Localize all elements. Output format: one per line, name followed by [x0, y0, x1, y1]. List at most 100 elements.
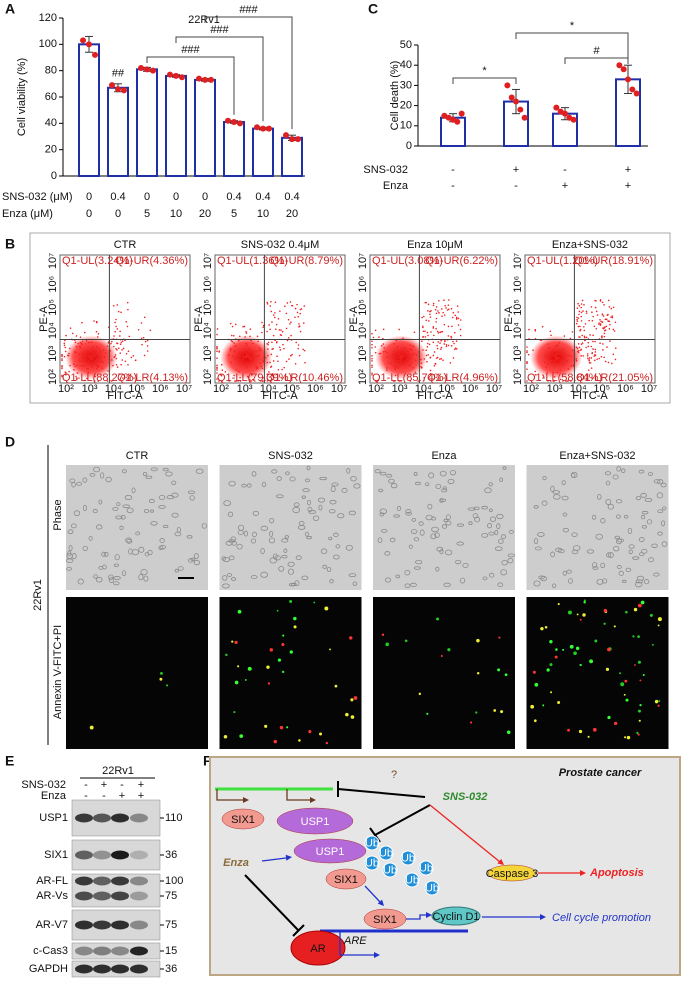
- event-dot: [126, 301, 129, 304]
- event-dot: [247, 354, 249, 356]
- quadrant-label: Q1-LR(4.96%): [427, 372, 498, 384]
- significance: *: [570, 20, 575, 32]
- event-dot: [91, 353, 93, 355]
- event-dot: [274, 312, 276, 314]
- cell: [320, 548, 328, 555]
- event-dot: [267, 348, 269, 350]
- cell: [301, 575, 309, 581]
- event-dot: [234, 380, 236, 382]
- event-dot: [374, 351, 377, 354]
- event-dot: [93, 349, 96, 352]
- event-dot: [261, 367, 264, 370]
- ubiquitin: [364, 855, 380, 871]
- stained-cell: [476, 638, 480, 643]
- column-label: Enza: [431, 450, 457, 462]
- cell: [293, 502, 300, 507]
- event-dot: [239, 376, 241, 379]
- event-dot: [245, 330, 247, 333]
- cell: [222, 557, 231, 563]
- event-dot: [237, 339, 240, 342]
- event-dot: [575, 346, 578, 348]
- event-dot: [576, 318, 578, 321]
- event-dot: [563, 363, 565, 366]
- cell: [165, 471, 173, 477]
- event-dot: [575, 359, 578, 362]
- event-dot: [93, 380, 96, 382]
- event-dot: [63, 344, 66, 347]
- event-dot: [235, 356, 237, 359]
- cell: [243, 530, 249, 537]
- event-dot: [612, 353, 615, 356]
- cell: [193, 559, 201, 566]
- event-dot: [451, 316, 454, 319]
- event-dot: [550, 334, 552, 337]
- stained-cell: [279, 725, 284, 730]
- event-dot: [126, 325, 129, 328]
- cell: [158, 545, 164, 551]
- event-dot: [252, 342, 254, 345]
- event-dot: [288, 358, 290, 360]
- event-dot: [259, 349, 262, 352]
- cell: [618, 570, 624, 576]
- event-dot: [578, 313, 580, 316]
- cell: [260, 525, 269, 531]
- event-dot: [75, 351, 77, 354]
- event-dot: [61, 367, 63, 370]
- cell: [101, 551, 107, 557]
- event-dot: [599, 342, 601, 344]
- event-dot: [586, 355, 589, 357]
- row-name: SNS-032 (μM): [2, 191, 73, 203]
- event-dot: [396, 365, 398, 367]
- cell: [653, 479, 661, 484]
- event-dot: [271, 372, 274, 375]
- event-dot: [303, 305, 306, 307]
- band: [93, 876, 111, 886]
- event-dot: [421, 340, 423, 343]
- event-dot: [432, 354, 435, 357]
- cell: [379, 512, 385, 517]
- event-dot: [595, 300, 597, 302]
- event-dot: [421, 316, 423, 319]
- y-tick-label: 10⁵: [357, 299, 369, 316]
- cell-line-label: 22Rv1: [32, 579, 44, 611]
- event-dot: [81, 340, 84, 342]
- inhibition: [374, 804, 431, 836]
- row-name: Enza (μM): [2, 208, 53, 220]
- data-point: [202, 76, 208, 83]
- bar: [223, 121, 245, 178]
- cell: [250, 538, 257, 544]
- quadrant-label: Q1-LL(58.84%): [527, 372, 602, 384]
- event-dot: [244, 356, 246, 358]
- event-dot: [592, 340, 594, 343]
- event-dot: [601, 313, 604, 316]
- event-dot: [545, 366, 547, 369]
- event-dot: [238, 335, 241, 338]
- event-dot: [278, 329, 281, 331]
- event-dot: [556, 344, 559, 347]
- cell: [501, 559, 508, 566]
- event-dot: [257, 349, 260, 352]
- panel-letter: E: [5, 753, 14, 769]
- event-dot: [581, 334, 583, 337]
- cell: [533, 538, 539, 544]
- band: [93, 813, 111, 823]
- event-dot: [383, 347, 385, 349]
- event-dot: [275, 341, 278, 344]
- event-dot: [457, 317, 460, 320]
- event-dot: [127, 363, 129, 366]
- event-dot: [69, 347, 71, 350]
- cell: [488, 572, 495, 578]
- event-dot: [609, 323, 611, 326]
- event-dot: [93, 363, 95, 366]
- stained-cell: [497, 668, 501, 672]
- cell: [231, 541, 238, 546]
- row-name: SNS-032: [363, 164, 408, 176]
- event-dot: [527, 353, 530, 356]
- event-dot: [570, 365, 573, 367]
- row-value: 0: [115, 208, 121, 220]
- plot-title: Enza+SNS-032: [552, 239, 628, 251]
- stained-cell: [247, 666, 252, 671]
- event-dot: [94, 359, 96, 362]
- cell: [550, 551, 555, 558]
